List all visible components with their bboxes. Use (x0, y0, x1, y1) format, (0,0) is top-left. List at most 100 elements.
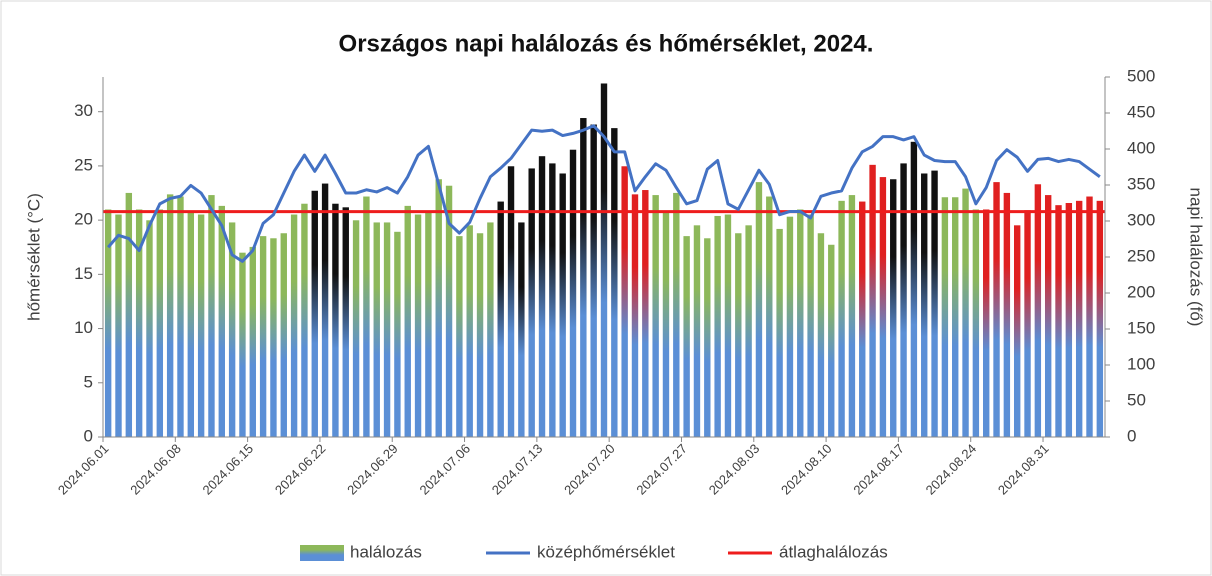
bar (352, 220, 360, 437)
bar (115, 214, 122, 437)
y2-tick-label: 0 (1127, 426, 1136, 445)
y2-tick-label: 250 (1127, 246, 1155, 265)
bar (538, 156, 546, 437)
bar (797, 209, 804, 437)
y-tick-label: 5 (84, 372, 93, 391)
bar (197, 214, 205, 437)
x-tick-label: 2024.06.15 (200, 441, 257, 498)
bar (611, 128, 618, 437)
bar (869, 164, 876, 437)
bar (714, 215, 721, 437)
bar (590, 124, 597, 438)
bar (394, 231, 401, 437)
bar (859, 201, 866, 437)
y-axis-title: hőmérséklet (°C) (24, 193, 43, 321)
x-tick-label: 2024.07.20 (561, 441, 618, 498)
bar (259, 236, 267, 437)
bar (476, 233, 484, 437)
legend-label: középhőmérséklet (537, 542, 675, 561)
bar (404, 205, 411, 437)
bar (373, 222, 380, 437)
y2-tick-label: 350 (1127, 174, 1155, 193)
bar (828, 244, 835, 437)
legend-swatch (300, 545, 344, 561)
bar (642, 190, 649, 437)
y2-tick-label: 400 (1127, 138, 1155, 157)
bar (621, 166, 628, 437)
bar (879, 177, 887, 437)
bar (755, 182, 763, 437)
temperature-line (107, 124, 1101, 263)
bar (332, 203, 339, 437)
bar (559, 173, 566, 438)
bar (931, 170, 938, 437)
y-tick-label: 15 (74, 264, 93, 283)
bar (239, 252, 246, 437)
x-tick-label: 2024.06.22 (272, 441, 329, 498)
bar (1003, 192, 1011, 437)
bar (1055, 205, 1062, 437)
bar (569, 149, 577, 437)
bar (580, 118, 587, 437)
legend-label: halálozás (350, 542, 422, 561)
bar (890, 179, 897, 438)
bar (528, 168, 535, 437)
bar (1075, 200, 1083, 437)
bar (383, 222, 391, 437)
bar (652, 195, 659, 437)
bar (445, 185, 453, 437)
bar (941, 197, 949, 437)
bar (600, 83, 608, 437)
bar (807, 214, 814, 437)
y-tick-label: 25 (74, 155, 93, 174)
bar (983, 209, 990, 437)
bar (270, 238, 277, 437)
bar (735, 233, 742, 437)
chart-title: Országos napi halálozás és hőmérséklet, … (339, 30, 874, 57)
bar (848, 195, 856, 437)
bar (208, 195, 215, 437)
x-tick-label: 2024.06.01 (55, 441, 112, 498)
bar (1034, 184, 1042, 437)
bar (166, 194, 174, 437)
x-tick-label: 2024.08.10 (778, 441, 835, 498)
legend-label: átlaghalálozás (779, 542, 888, 561)
bar (125, 192, 133, 437)
bar (456, 236, 463, 437)
y2-tick-label: 450 (1127, 102, 1155, 121)
bar (435, 179, 442, 438)
bar (1013, 225, 1021, 437)
bar (104, 209, 112, 437)
bar (766, 196, 773, 437)
x-tick-label: 2024.08.17 (850, 441, 907, 498)
x-tick-label: 2024.06.29 (344, 441, 401, 498)
y2-tick-label: 200 (1127, 282, 1155, 301)
y-tick-label: 0 (84, 426, 93, 445)
bar (1024, 210, 1031, 437)
bar (497, 201, 504, 437)
bar (838, 200, 845, 437)
x-tick-label: 2024.07.13 (489, 441, 546, 498)
bar (683, 236, 690, 437)
bar (280, 233, 287, 437)
bar (487, 222, 494, 437)
bar (776, 228, 783, 437)
bar (507, 166, 515, 437)
bar (952, 197, 959, 437)
bar (311, 190, 318, 437)
y-tick-label: 20 (74, 210, 93, 229)
y2-tick-label: 100 (1127, 354, 1155, 373)
bar (1044, 195, 1052, 437)
y2-tick-label: 500 (1127, 66, 1155, 85)
bar (156, 209, 164, 437)
bar (228, 222, 236, 437)
x-tick-label: 2024.08.03 (706, 441, 763, 498)
bar (631, 194, 639, 437)
bar (745, 225, 752, 437)
bar (425, 211, 432, 437)
bar (146, 220, 153, 437)
y2-tick-label: 150 (1127, 318, 1155, 337)
y-tick-label: 30 (74, 101, 93, 120)
